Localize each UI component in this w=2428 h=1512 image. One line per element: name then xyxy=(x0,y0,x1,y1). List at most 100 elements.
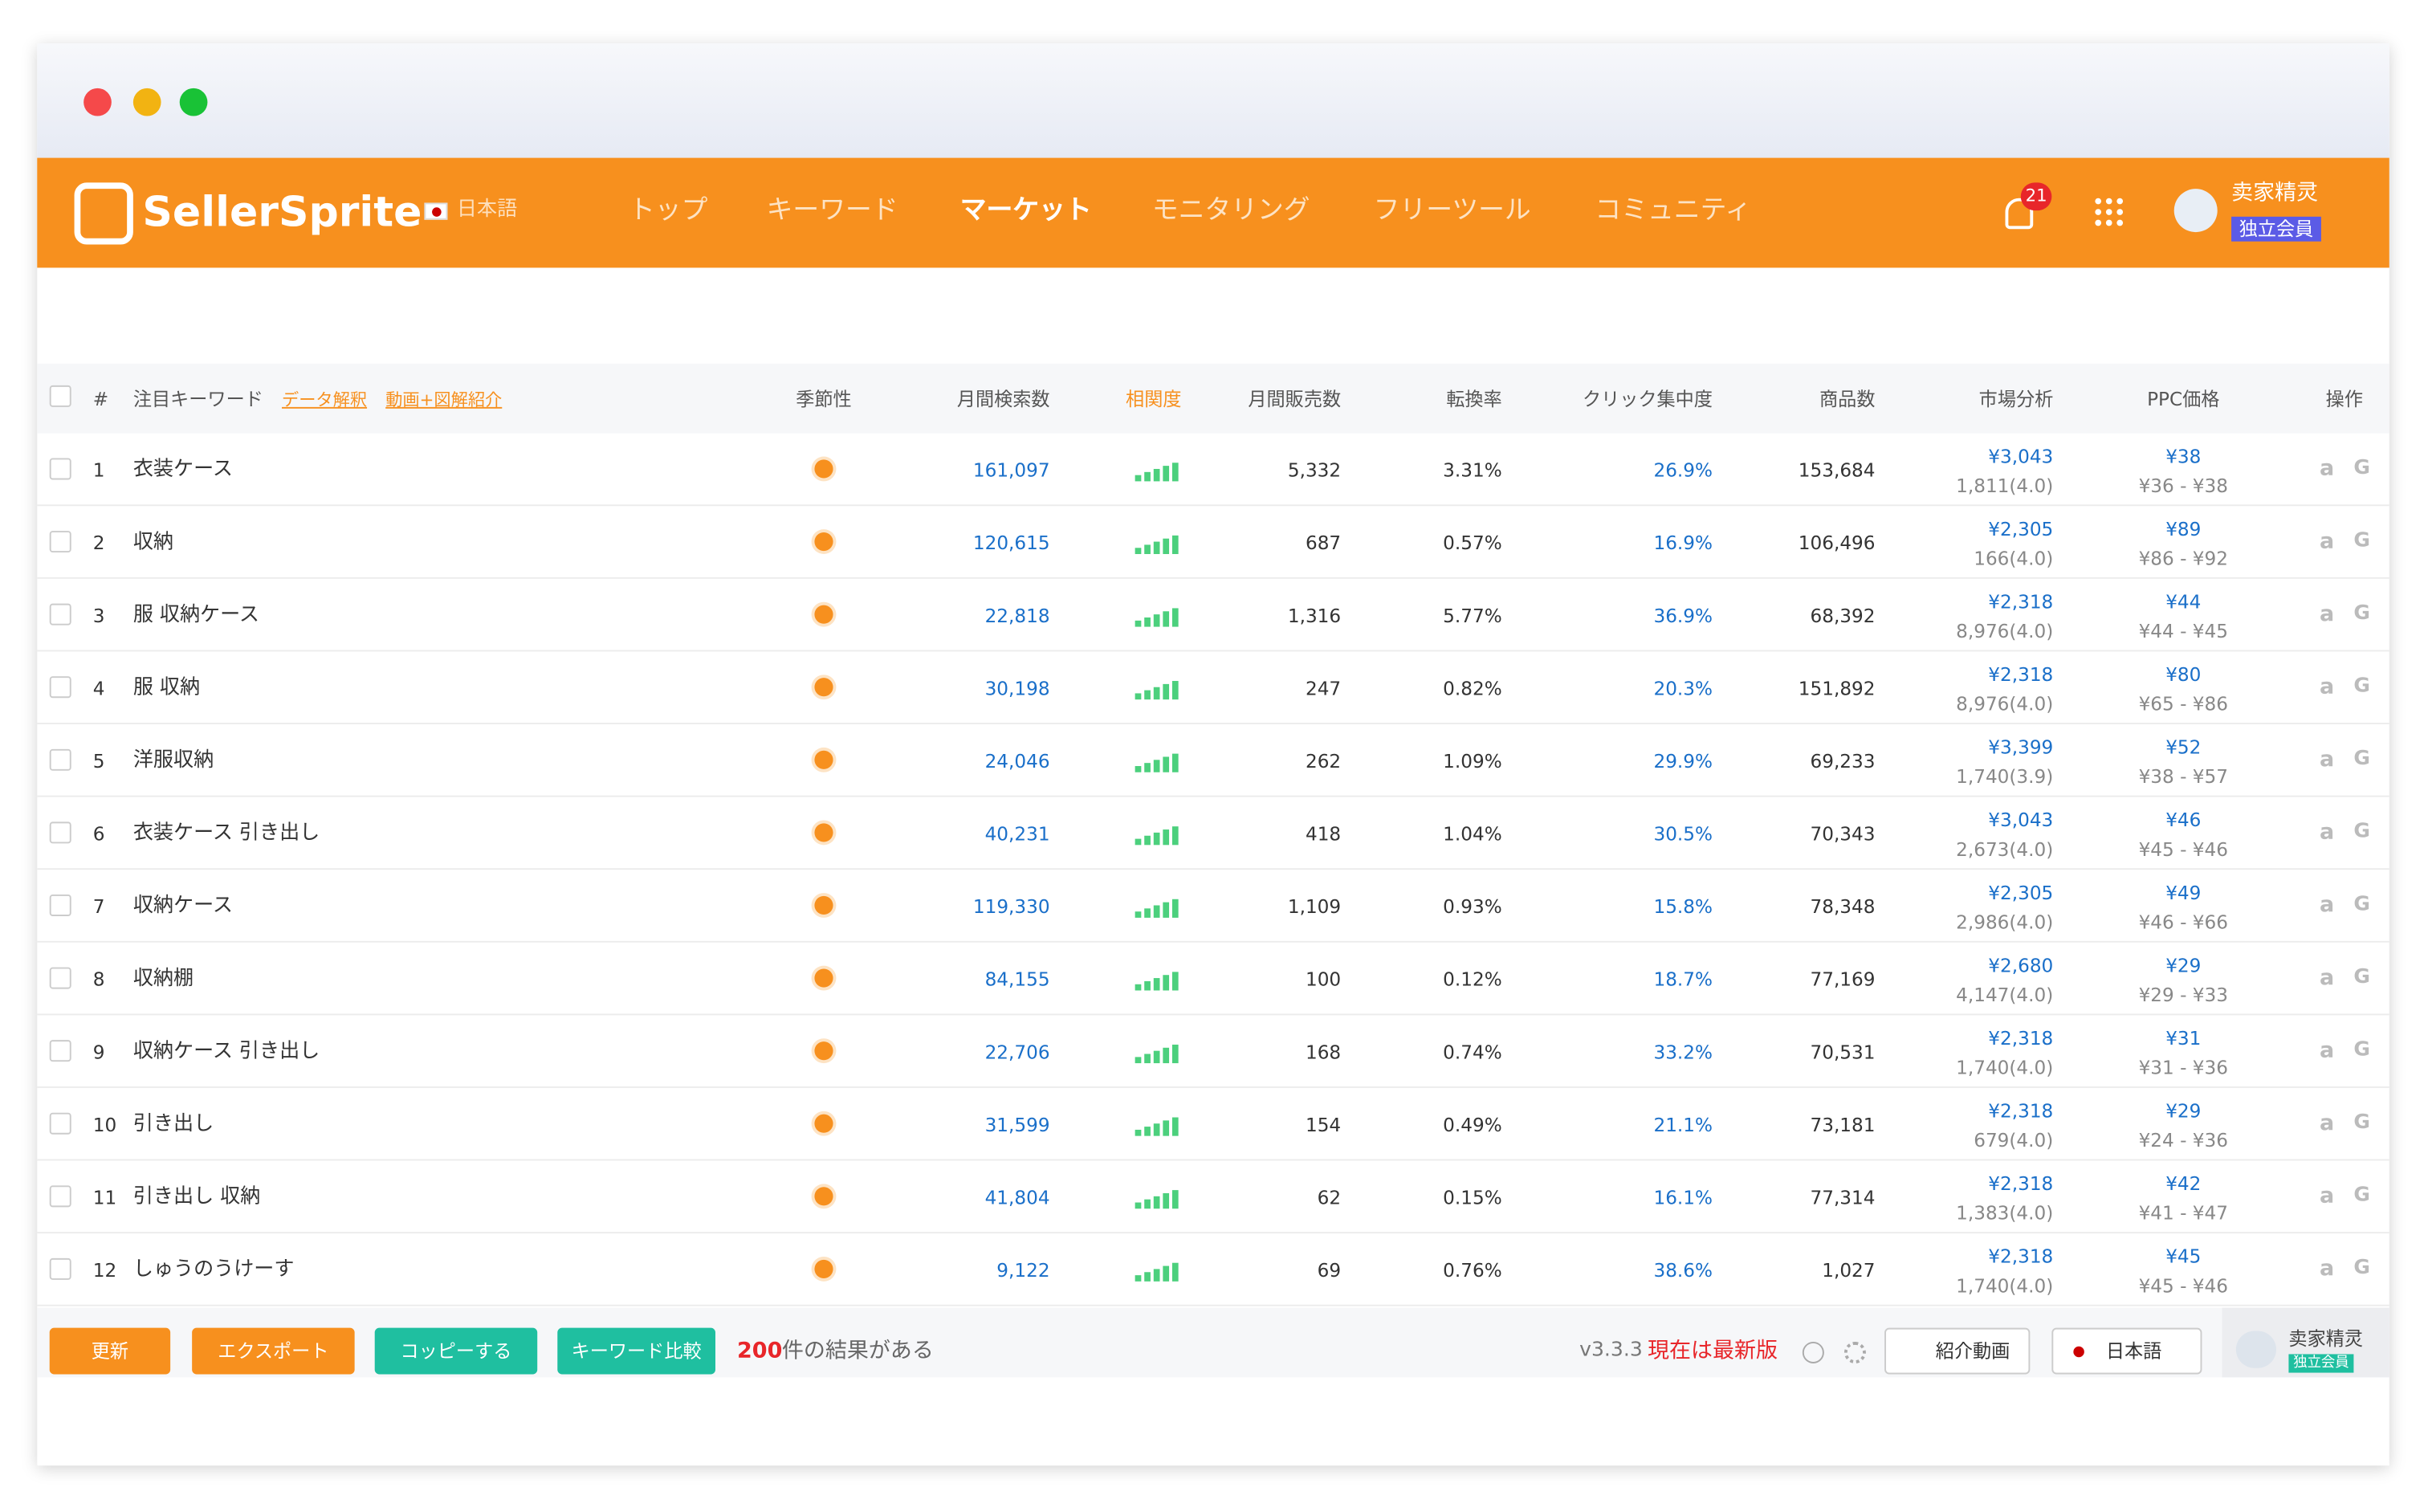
amazon-link[interactable]: a xyxy=(2319,456,2335,482)
row-checkbox[interactable] xyxy=(49,531,71,553)
row-checkbox[interactable] xyxy=(49,1257,71,1280)
ppc-price[interactable]: ¥49 xyxy=(2165,882,2202,904)
google-link[interactable]: G xyxy=(2353,1111,2371,1135)
google-link[interactable]: G xyxy=(2353,820,2371,844)
ppc-price[interactable]: ¥31 xyxy=(2165,1027,2202,1049)
amazon-link[interactable]: a xyxy=(2319,747,2335,772)
video-button[interactable]: 紹介動画 xyxy=(1884,1327,2031,1375)
nav-item[interactable]: トップ xyxy=(628,194,708,226)
ppc-price[interactable]: ¥42 xyxy=(2165,1172,2202,1195)
amazon-link[interactable]: a xyxy=(2319,674,2335,700)
search-volume[interactable]: 120,615 xyxy=(972,532,1050,554)
bell[interactable] xyxy=(2005,198,2034,230)
market-price[interactable]: ¥3,399 xyxy=(1988,736,2054,759)
keyword[interactable]: 収納棚 xyxy=(132,967,194,991)
row-checkbox[interactable] xyxy=(49,1040,71,1062)
amazon-link[interactable]: a xyxy=(2319,1256,2335,1282)
nav-item[interactable]: モニタリング xyxy=(1151,194,1310,226)
row-checkbox[interactable] xyxy=(49,458,71,480)
footer-button[interactable]: キーワード比較 xyxy=(557,1327,715,1375)
footer-button[interactable]: コッピーする xyxy=(374,1327,538,1375)
row-checkbox[interactable] xyxy=(49,676,71,699)
keyword[interactable]: 引き出し 収納 xyxy=(132,1185,261,1209)
google-link[interactable]: G xyxy=(2353,601,2371,626)
market-price[interactable]: ¥2,318 xyxy=(1988,663,2054,686)
settings-icon[interactable] xyxy=(1843,1341,1866,1363)
footer-button[interactable]: エクスポート xyxy=(192,1327,355,1375)
keyword[interactable]: 衣装ケース 引き出し xyxy=(132,821,320,846)
amazon-link[interactable]: a xyxy=(2319,1038,2335,1064)
keyword[interactable]: 収納ケース xyxy=(132,894,233,918)
search-volume[interactable]: 41,804 xyxy=(984,1187,1050,1209)
keyword[interactable]: 収納 xyxy=(132,531,174,554)
search-volume[interactable]: 9,122 xyxy=(996,1259,1050,1282)
google-link[interactable]: G xyxy=(2353,893,2371,916)
google-link[interactable]: G xyxy=(2353,965,2371,989)
help-icon[interactable] xyxy=(1802,1341,1824,1363)
ppc-price[interactable]: ¥80 xyxy=(2165,663,2202,686)
keyword[interactable]: 服 収納ケース xyxy=(132,603,260,627)
row-checkbox[interactable] xyxy=(49,1185,71,1208)
market-price[interactable]: ¥2,318 xyxy=(1988,1172,2054,1195)
google-link[interactable]: G xyxy=(2353,1038,2371,1062)
market-price[interactable]: ¥2,305 xyxy=(1988,882,2054,904)
avatar[interactable] xyxy=(2173,189,2218,233)
amazon-link[interactable]: a xyxy=(2319,529,2335,554)
close-button[interactable] xyxy=(84,88,112,116)
ppc-price[interactable]: ¥89 xyxy=(2165,518,2202,540)
search-volume[interactable]: 30,198 xyxy=(984,678,1050,700)
google-link[interactable]: G xyxy=(2353,1184,2371,1208)
google-link[interactable]: G xyxy=(2353,1256,2371,1280)
header-link[interactable]: 動画+図解紹介 xyxy=(385,389,503,410)
market-price[interactable]: ¥3,043 xyxy=(1988,809,2054,831)
footer-button[interactable]: 更新 xyxy=(49,1327,171,1375)
header-link[interactable]: データ解釈 xyxy=(281,389,368,410)
nav-item[interactable]: フリーツール xyxy=(1373,194,1531,226)
amazon-link[interactable]: a xyxy=(2319,1184,2335,1209)
market-price[interactable]: ¥2,318 xyxy=(1988,1027,2054,1049)
keyword[interactable]: 引き出し xyxy=(132,1112,214,1136)
search-volume[interactable]: 84,155 xyxy=(984,968,1050,991)
market-price[interactable]: ¥2,680 xyxy=(1988,955,2054,977)
ppc-price[interactable]: ¥29 xyxy=(2165,1100,2202,1123)
header-checkbox[interactable] xyxy=(49,385,71,407)
search-volume[interactable]: 22,818 xyxy=(984,605,1050,627)
row-checkbox[interactable] xyxy=(49,894,71,916)
nav-item[interactable]: コミュニティ xyxy=(1595,194,1752,226)
ppc-price[interactable]: ¥45 xyxy=(2165,1245,2202,1268)
market-price[interactable]: ¥2,318 xyxy=(1988,1100,2054,1123)
amazon-link[interactable]: a xyxy=(2319,893,2335,918)
search-volume[interactable]: 22,706 xyxy=(984,1041,1050,1064)
row-checkbox[interactable] xyxy=(49,967,71,989)
market-price[interactable]: ¥2,318 xyxy=(1988,591,2054,613)
language-select[interactable]: 日本語 xyxy=(456,198,518,222)
ppc-price[interactable]: ¥44 xyxy=(2165,591,2202,613)
search-volume[interactable]: 31,599 xyxy=(984,1114,1050,1136)
nav-item[interactable]: マーケット xyxy=(959,194,1092,226)
amazon-link[interactable]: a xyxy=(2319,1111,2335,1136)
search-volume[interactable]: 40,231 xyxy=(984,823,1050,846)
market-price[interactable]: ¥2,318 xyxy=(1988,1245,2054,1268)
row-checkbox[interactable] xyxy=(49,748,71,771)
keyword[interactable]: しゅうのうけーす xyxy=(132,1257,295,1282)
google-link[interactable]: G xyxy=(2353,456,2371,480)
search-volume[interactable]: 119,330 xyxy=(972,895,1050,918)
google-link[interactable]: G xyxy=(2353,747,2371,771)
keyword[interactable]: 服 収納 xyxy=(132,676,201,700)
maximize-button[interactable] xyxy=(179,88,208,116)
google-link[interactable]: G xyxy=(2353,674,2371,699)
search-volume[interactable]: 24,046 xyxy=(984,750,1050,772)
amazon-link[interactable]: a xyxy=(2319,820,2335,846)
search-volume[interactable]: 161,097 xyxy=(972,459,1050,482)
row-checkbox[interactable] xyxy=(49,821,71,844)
market-price[interactable]: ¥3,043 xyxy=(1988,446,2054,468)
keyword[interactable]: 収納ケース 引き出し xyxy=(132,1040,320,1064)
amazon-link[interactable]: a xyxy=(2319,965,2335,991)
market-price[interactable]: ¥2,305 xyxy=(1988,518,2054,540)
row-checkbox[interactable] xyxy=(49,1112,71,1135)
keyword[interactable]: 洋服収納 xyxy=(132,748,214,772)
google-link[interactable]: G xyxy=(2353,529,2371,553)
ppc-price[interactable]: ¥38 xyxy=(2165,446,2202,468)
row-checkbox[interactable] xyxy=(49,603,71,626)
ppc-price[interactable]: ¥46 xyxy=(2165,809,2202,831)
